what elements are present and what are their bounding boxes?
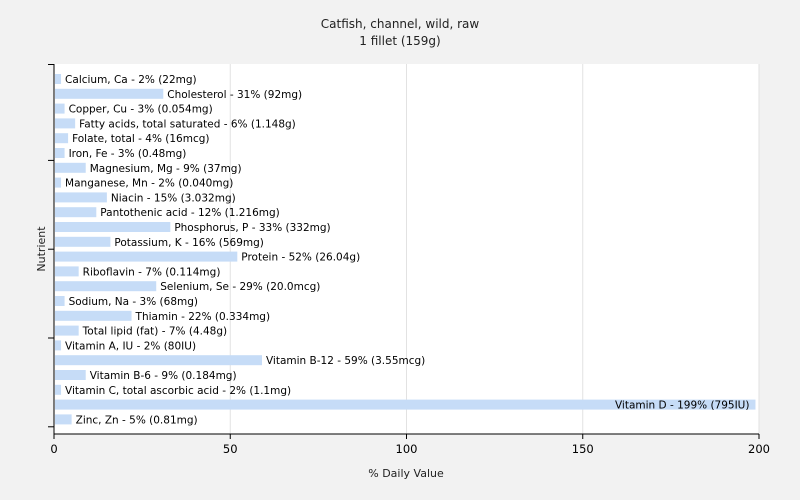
bar-label: Pantothenic acid - 12% (1.216mg) [100, 207, 279, 219]
bar [55, 148, 65, 158]
x-ticks: 0 50 100 150 200 [50, 434, 770, 456]
bar [55, 370, 86, 380]
bar-label: Copper, Cu - 3% (0.054mg) [69, 104, 213, 116]
bar-label: Riboflavin - 7% (0.114mg) [83, 266, 221, 278]
bar-label: Iron, Fe - 3% (0.48mg) [69, 148, 187, 160]
bar-label: Calcium, Ca - 2% (22mg) [65, 74, 197, 86]
bar-label: Protein - 52% (26.04g) [241, 252, 360, 264]
bar [55, 281, 157, 292]
bar-label: Sodium, Na - 3% (68mg) [69, 296, 198, 308]
y-axis-label: Nutrient [35, 226, 48, 272]
x-tick-label: 150 [572, 442, 594, 456]
x-tick-label: 0 [50, 442, 57, 456]
chart-subtitle: 1 fillet (159g) [359, 34, 440, 48]
bar [55, 207, 97, 218]
bar [55, 251, 238, 262]
bar [55, 88, 164, 99]
bar [55, 399, 756, 410]
bar [55, 340, 62, 351]
bar [55, 296, 65, 306]
bar [55, 118, 76, 129]
bar-label: Vitamin B-12 - 59% (3.55mcg) [266, 355, 425, 367]
bar-label: Zinc, Zn - 5% (0.81mg) [76, 414, 198, 426]
bar [55, 192, 107, 203]
bar-label: Total lipid (fat) - 7% (4.48g) [82, 326, 227, 338]
bar-label: Thiamin - 22% (0.334mg) [135, 311, 271, 323]
bar [55, 236, 111, 247]
bar [55, 266, 79, 277]
bar [55, 162, 86, 173]
bar-label: Vitamin B-6 - 9% (0.184mg) [90, 370, 237, 382]
bar-label: Vitamin D - 199% (795IU) [615, 400, 749, 412]
x-tick-label: 100 [396, 442, 418, 456]
bar [55, 103, 65, 114]
bar-label: Fatty acids, total saturated - 6% (1.148… [79, 118, 296, 130]
bar-label: Cholesterol - 31% (92mg) [167, 89, 302, 101]
bar-label: Niacin - 15% (3.032mg) [111, 192, 236, 204]
bar [55, 74, 62, 84]
bar [55, 355, 262, 366]
bar-label: Potassium, K - 16% (569mg) [114, 237, 264, 249]
bar-label: Folate, total - 4% (16mcg) [72, 133, 209, 145]
bar [55, 133, 69, 144]
bars: Calcium, Ca - 2% (22mg) Cholesterol - 31%… [55, 74, 756, 426]
bar [55, 384, 62, 395]
bar-label: Vitamin C, total ascorbic acid - 2% (1.1… [65, 385, 291, 397]
bar-label: Vitamin A, IU - 2% (80IU) [65, 340, 196, 352]
bar-label: Selenium, Se - 29% (20.0mcg) [160, 281, 320, 293]
bar-label: Manganese, Mn - 2% (0.040mg) [65, 178, 233, 190]
x-tick-label: 200 [748, 442, 770, 456]
chart-title: Catfish, channel, wild, raw [321, 17, 480, 31]
bar [55, 222, 171, 232]
x-tick-label: 50 [223, 442, 238, 456]
bar-label: Magnesium, Mg - 9% (37mg) [90, 163, 242, 175]
bar [55, 177, 62, 188]
bar [55, 325, 79, 336]
x-axis-label: % Daily Value [368, 467, 444, 480]
bar [55, 310, 132, 321]
bar-label: Phosphorus, P - 33% (332mg) [174, 222, 330, 234]
grid [229, 64, 760, 434]
bar [55, 414, 72, 425]
